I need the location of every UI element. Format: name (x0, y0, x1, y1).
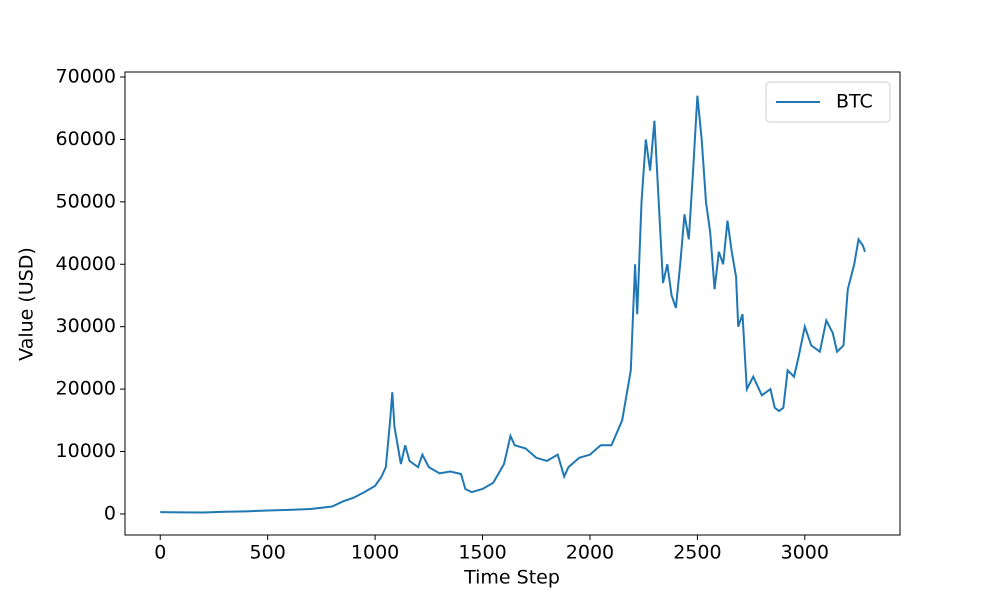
x-tick-label: 1000 (351, 542, 399, 564)
x-axis-label: Time Step (463, 567, 560, 589)
x-tick-label: 2000 (566, 542, 614, 564)
y-tick-label: 0 (104, 502, 116, 524)
legend-label: BTC (836, 91, 873, 113)
y-tick-label: 40000 (56, 253, 116, 275)
y-tick-label: 10000 (56, 440, 116, 462)
x-tick-label: 3000 (781, 542, 829, 564)
y-axis-label: Value (USD) (16, 247, 38, 361)
x-tick-label: 0 (154, 542, 166, 564)
y-tick-label: 50000 (56, 190, 116, 212)
x-tick-label: 500 (250, 542, 286, 564)
x-tick-label: 2500 (673, 542, 721, 564)
x-tick-label: 1500 (458, 542, 506, 564)
y-tick-label: 20000 (56, 378, 116, 400)
line (160, 95, 866, 514)
y-tick-label: 30000 (56, 315, 116, 337)
legend-box (765, 81, 891, 123)
y-tick-label: 60000 (56, 128, 116, 150)
plot-frame (124, 71, 901, 536)
y-tick-label: 70000 (56, 65, 116, 87)
